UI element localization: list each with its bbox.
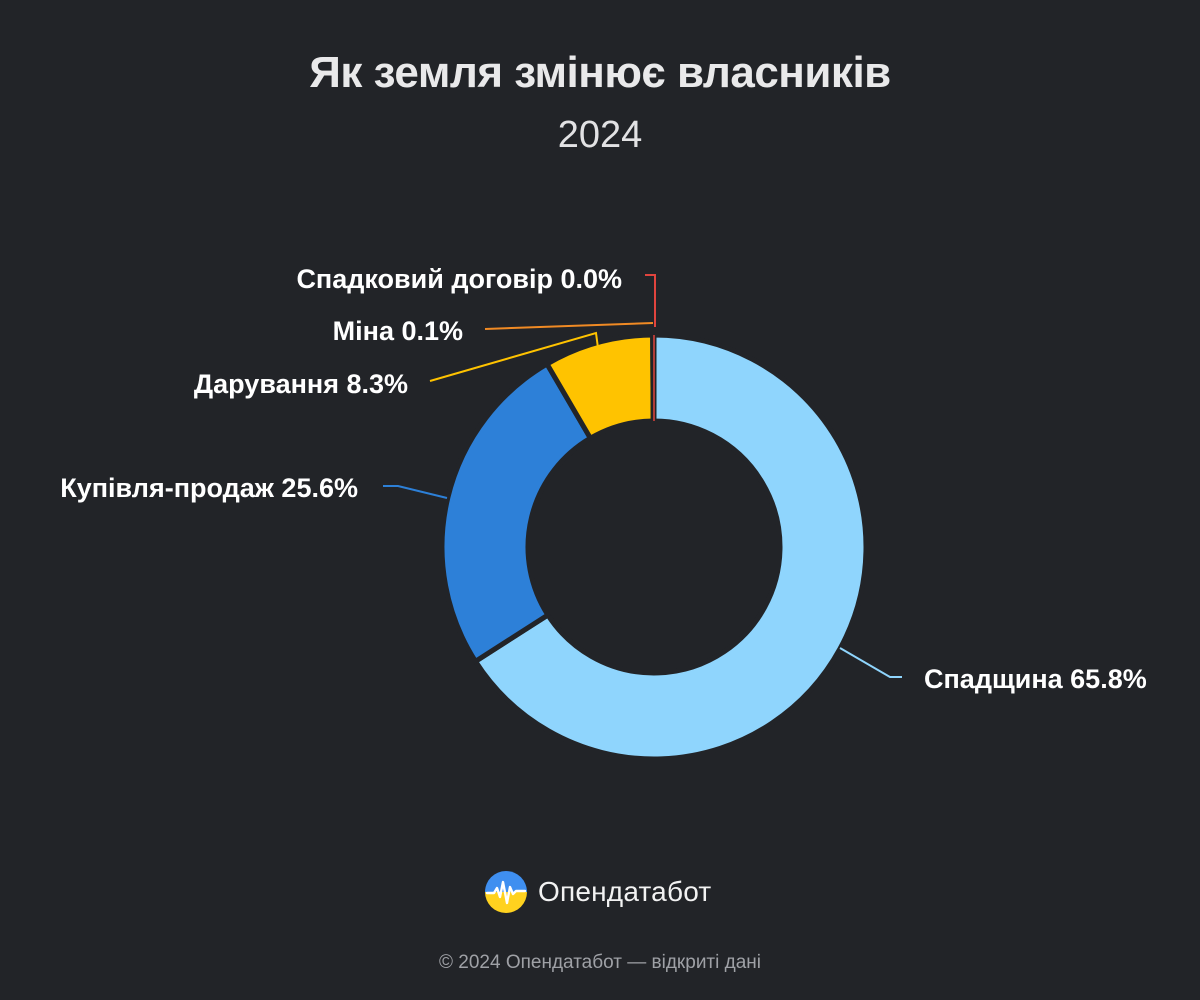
slice-3-label: Дарування 8.3% [194,369,408,399]
labels-layer: Спадщина 65.8% Купівля-продаж 25.6% Дарува… [60,264,1146,694]
chart-subtitle: 2024 [557,114,643,156]
slice-4-leader-line [484,322,654,330]
slice-5-leader-line [645,274,656,327]
slice-2 [439,361,593,664]
slices-layer [439,332,869,762]
footer-copyright: © 2024 Опендатабот — відкриті дані [439,952,761,973]
slice-2-label: Купівля-продаж 25.6% [60,473,358,503]
leader-lines-layer [383,274,902,678]
brand: Опендатабот [484,870,711,914]
slice-4-label: Міна 0.1% [333,316,463,346]
slice-1-leader-line [839,647,902,678]
slice-5-label: Спадковий договір 0.0% [296,264,622,294]
slice-1-label: Спадщина 65.8% [924,664,1147,694]
slice-2-leader-line [383,485,448,499]
slice-1 [472,332,869,762]
opendatabot-logo-icon [485,871,527,913]
chart-title: Як земля змінює власників [309,48,891,97]
slice-3-leader-line [429,331,599,382]
brand-name: Опендатабот [538,876,712,907]
